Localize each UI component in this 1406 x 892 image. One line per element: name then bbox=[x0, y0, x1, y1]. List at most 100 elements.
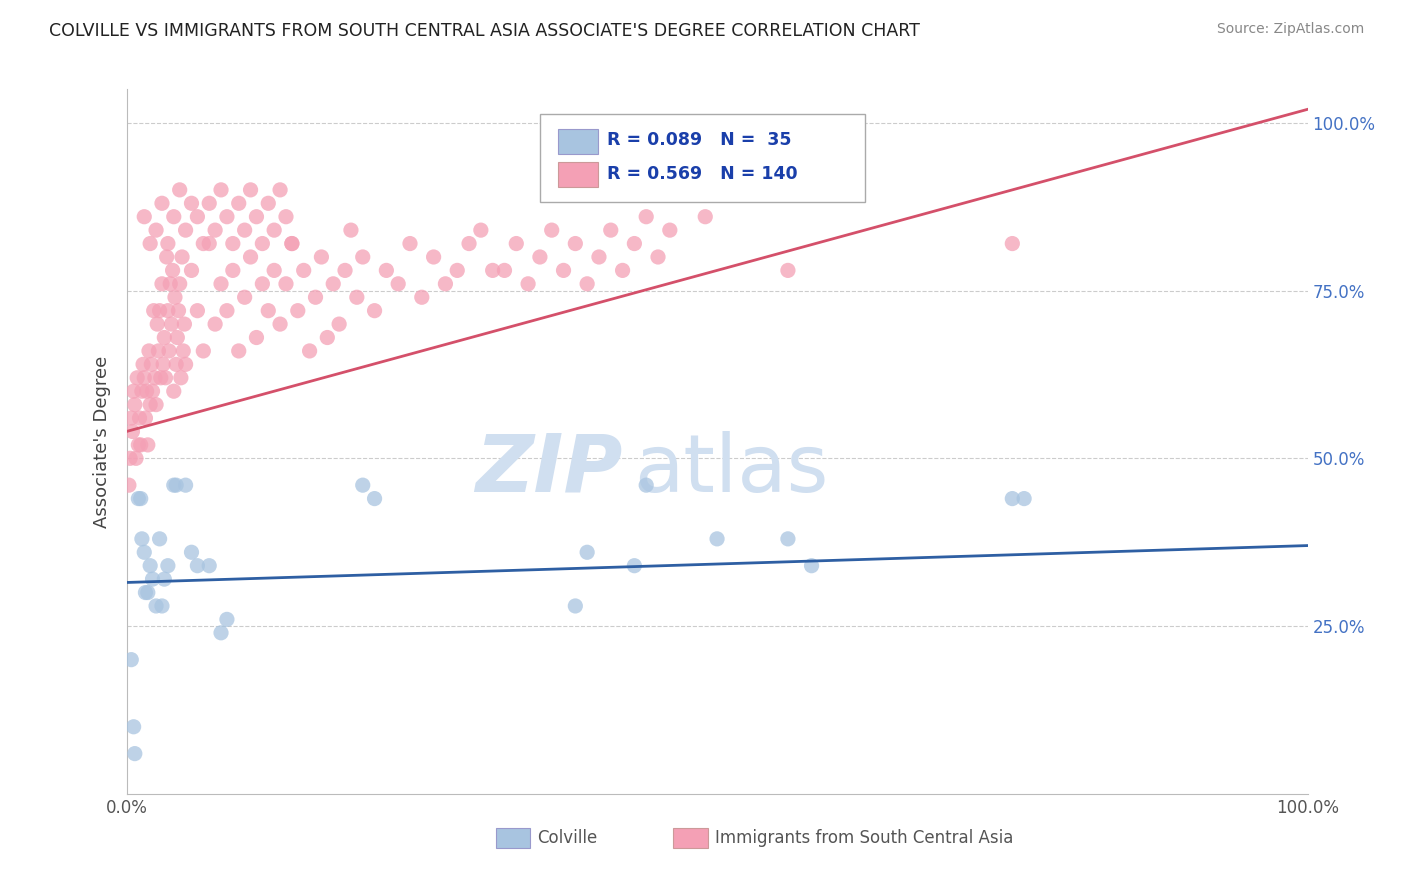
Point bbox=[222, 263, 245, 277]
Y-axis label: Associate's Degree: Associate's Degree bbox=[93, 355, 111, 528]
Point bbox=[658, 223, 681, 237]
FancyBboxPatch shape bbox=[540, 114, 865, 202]
Point bbox=[159, 277, 181, 291]
FancyBboxPatch shape bbox=[558, 161, 598, 187]
Point bbox=[776, 532, 799, 546]
Point bbox=[156, 558, 179, 573]
Point bbox=[215, 210, 238, 224]
Point bbox=[186, 303, 208, 318]
Point bbox=[156, 250, 179, 264]
Point bbox=[252, 236, 274, 251]
Point bbox=[375, 263, 398, 277]
Point bbox=[170, 250, 193, 264]
Point bbox=[163, 478, 186, 492]
Point bbox=[636, 210, 658, 224]
Point bbox=[124, 747, 146, 761]
Point bbox=[304, 290, 326, 304]
Point bbox=[120, 451, 142, 466]
Point bbox=[193, 343, 215, 358]
Point bbox=[134, 545, 156, 559]
Text: COLVILLE VS IMMIGRANTS FROM SOUTH CENTRAL ASIA ASSOCIATE'S DEGREE CORRELATION CH: COLVILLE VS IMMIGRANTS FROM SOUTH CENTRA… bbox=[49, 22, 920, 40]
Point bbox=[340, 223, 363, 237]
Point bbox=[352, 478, 374, 492]
Point bbox=[233, 223, 256, 237]
Point bbox=[612, 263, 634, 277]
Point bbox=[155, 371, 177, 385]
Point bbox=[292, 263, 315, 277]
Point bbox=[411, 290, 433, 304]
Point bbox=[121, 425, 143, 439]
Point bbox=[387, 277, 409, 291]
FancyBboxPatch shape bbox=[558, 128, 598, 154]
Point bbox=[134, 371, 156, 385]
Point bbox=[333, 263, 356, 277]
Point bbox=[134, 411, 156, 425]
Point bbox=[363, 491, 385, 506]
Point bbox=[134, 585, 156, 599]
Point bbox=[257, 196, 280, 211]
Point bbox=[180, 545, 202, 559]
Point bbox=[274, 277, 297, 291]
Point bbox=[599, 223, 621, 237]
Point bbox=[141, 572, 163, 586]
Point bbox=[316, 330, 339, 344]
Point bbox=[623, 236, 645, 251]
Point bbox=[149, 303, 172, 318]
Point bbox=[120, 411, 142, 425]
Point bbox=[269, 317, 291, 331]
Point bbox=[228, 343, 250, 358]
Point bbox=[145, 223, 167, 237]
Point bbox=[145, 398, 167, 412]
Point bbox=[245, 330, 267, 344]
Text: Source: ZipAtlas.com: Source: ZipAtlas.com bbox=[1216, 22, 1364, 37]
Point bbox=[209, 183, 232, 197]
Point bbox=[163, 290, 186, 304]
Point bbox=[131, 384, 153, 399]
Point bbox=[470, 223, 492, 237]
Point bbox=[165, 357, 187, 371]
Point bbox=[695, 210, 717, 224]
Point bbox=[156, 303, 179, 318]
Point bbox=[352, 250, 374, 264]
Point bbox=[1001, 236, 1024, 251]
Point bbox=[131, 532, 153, 546]
Point bbox=[149, 371, 172, 385]
Point bbox=[139, 558, 162, 573]
Point bbox=[204, 317, 226, 331]
Point bbox=[239, 250, 262, 264]
Point bbox=[162, 263, 184, 277]
Point bbox=[434, 277, 457, 291]
Point bbox=[564, 236, 586, 251]
Point bbox=[540, 223, 562, 237]
Point bbox=[186, 210, 208, 224]
Point bbox=[281, 236, 304, 251]
Point bbox=[163, 384, 186, 399]
Point bbox=[127, 491, 149, 506]
Point bbox=[263, 223, 285, 237]
Point bbox=[124, 398, 146, 412]
Point bbox=[141, 384, 163, 399]
Point bbox=[215, 303, 238, 318]
Point bbox=[148, 343, 170, 358]
Point bbox=[215, 612, 238, 626]
Point bbox=[142, 303, 165, 318]
Point bbox=[636, 478, 658, 492]
Point bbox=[576, 545, 599, 559]
Point bbox=[136, 438, 159, 452]
Point bbox=[138, 343, 160, 358]
Point bbox=[125, 451, 148, 466]
Point bbox=[505, 236, 527, 251]
Text: R = 0.089   N =  35: R = 0.089 N = 35 bbox=[607, 131, 792, 149]
Point bbox=[150, 196, 173, 211]
Point bbox=[269, 183, 291, 197]
Point bbox=[245, 210, 267, 224]
Point bbox=[170, 371, 193, 385]
Point bbox=[139, 236, 162, 251]
Point bbox=[186, 558, 208, 573]
Point bbox=[529, 250, 551, 264]
Point bbox=[311, 250, 333, 264]
Point bbox=[145, 599, 167, 613]
Point bbox=[776, 263, 799, 277]
Point bbox=[257, 303, 280, 318]
Point bbox=[209, 625, 232, 640]
